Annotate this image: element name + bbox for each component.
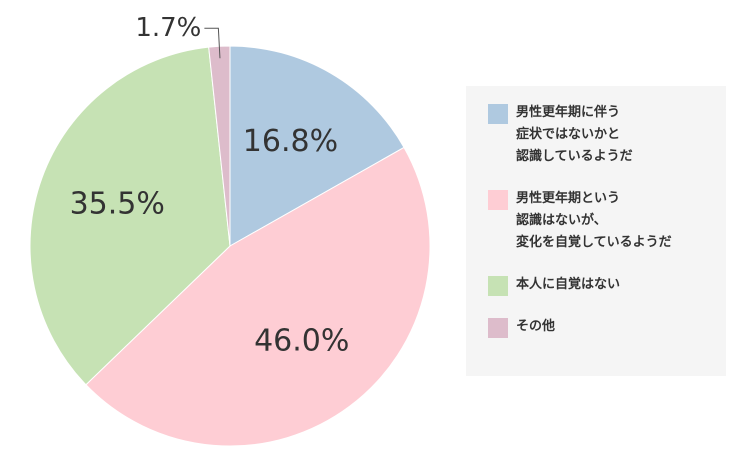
legend-label: 男性更年期という 認識はないが、 変化を自覚しているようだ (516, 191, 672, 250)
pie-slice (229, 45, 405, 247)
value-label: 46.0% (254, 324, 349, 359)
legend-swatch (488, 190, 508, 210)
pie-slice (29, 46, 231, 386)
legend-item: その他 (488, 316, 726, 338)
legend-item: 男性更年期という 認識はないが、 変化を自覚しているようだ (488, 188, 726, 254)
leader-line (204, 27, 221, 59)
pie-area: 16.8% 46.0% 35.5% 1.7% (29, 13, 431, 447)
legend-swatch (488, 318, 508, 338)
legend: 男性更年期に伴う 症状ではないかと 認識しているようだ 男性更年期という 認識はな… (466, 86, 726, 376)
value-label: 35.5% (70, 186, 165, 221)
legend-label: 男性更年期に伴う 症状ではないかと 認識しているようだ (516, 105, 633, 164)
legend-swatch (488, 276, 508, 296)
value-label: 16.8% (243, 124, 338, 159)
legend-swatch (488, 104, 508, 124)
legend-label: その他 (516, 319, 556, 334)
legend-item: 男性更年期に伴う 症状ではないかと 認識しているようだ (488, 102, 726, 168)
legend-item: 本人に自覚はない (488, 274, 726, 296)
pie-slice (85, 146, 431, 447)
value-label: 1.7% (135, 13, 201, 43)
legend-label: 本人に自覚はない (516, 277, 621, 292)
